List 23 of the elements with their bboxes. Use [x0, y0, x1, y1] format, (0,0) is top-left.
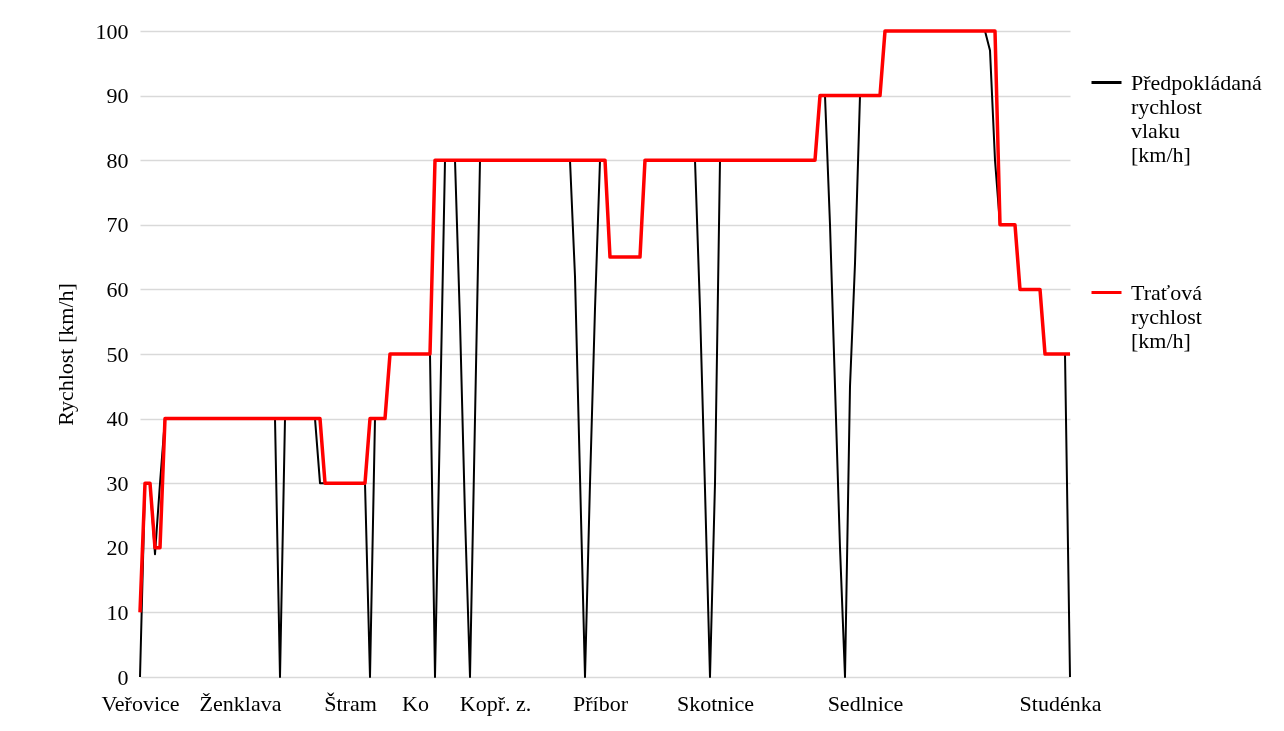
x-tick-label: Ko — [402, 690, 429, 716]
x-tick-label: Veřovice — [101, 690, 180, 716]
y-tick-label: 0 — [117, 664, 129, 690]
x-tick-label: Sedlnice — [827, 690, 904, 716]
x-tick-label: Ženklava — [199, 690, 282, 716]
x-tick-label: Kopř. z. — [459, 690, 532, 716]
y-axis-title: Rychlost [km/h] — [52, 283, 78, 426]
y-tick-label: 40 — [106, 406, 129, 432]
y-tick-label: 100 — [95, 18, 129, 44]
x-tick-label: Štram — [324, 690, 377, 716]
legend-label: Předpokládaná rychlost vlaku [km/h] — [1131, 69, 1262, 167]
y-tick-label: 30 — [106, 470, 129, 496]
x-tick-label: Skotnice — [677, 690, 754, 716]
y-tick-label: 20 — [106, 535, 129, 561]
y-tick-label: 70 — [106, 212, 129, 238]
y-tick-label: 90 — [106, 83, 129, 109]
x-tick-label: Příbor — [573, 690, 629, 716]
y-tick-label: 60 — [106, 276, 129, 302]
legend-label: Traťová rychlost [km/h] — [1131, 279, 1203, 353]
x-tick-label: Studénka — [1019, 690, 1102, 716]
y-tick-label: 10 — [106, 599, 129, 625]
y-tick-label: 80 — [106, 147, 129, 173]
y-tick-label: 50 — [106, 341, 129, 367]
